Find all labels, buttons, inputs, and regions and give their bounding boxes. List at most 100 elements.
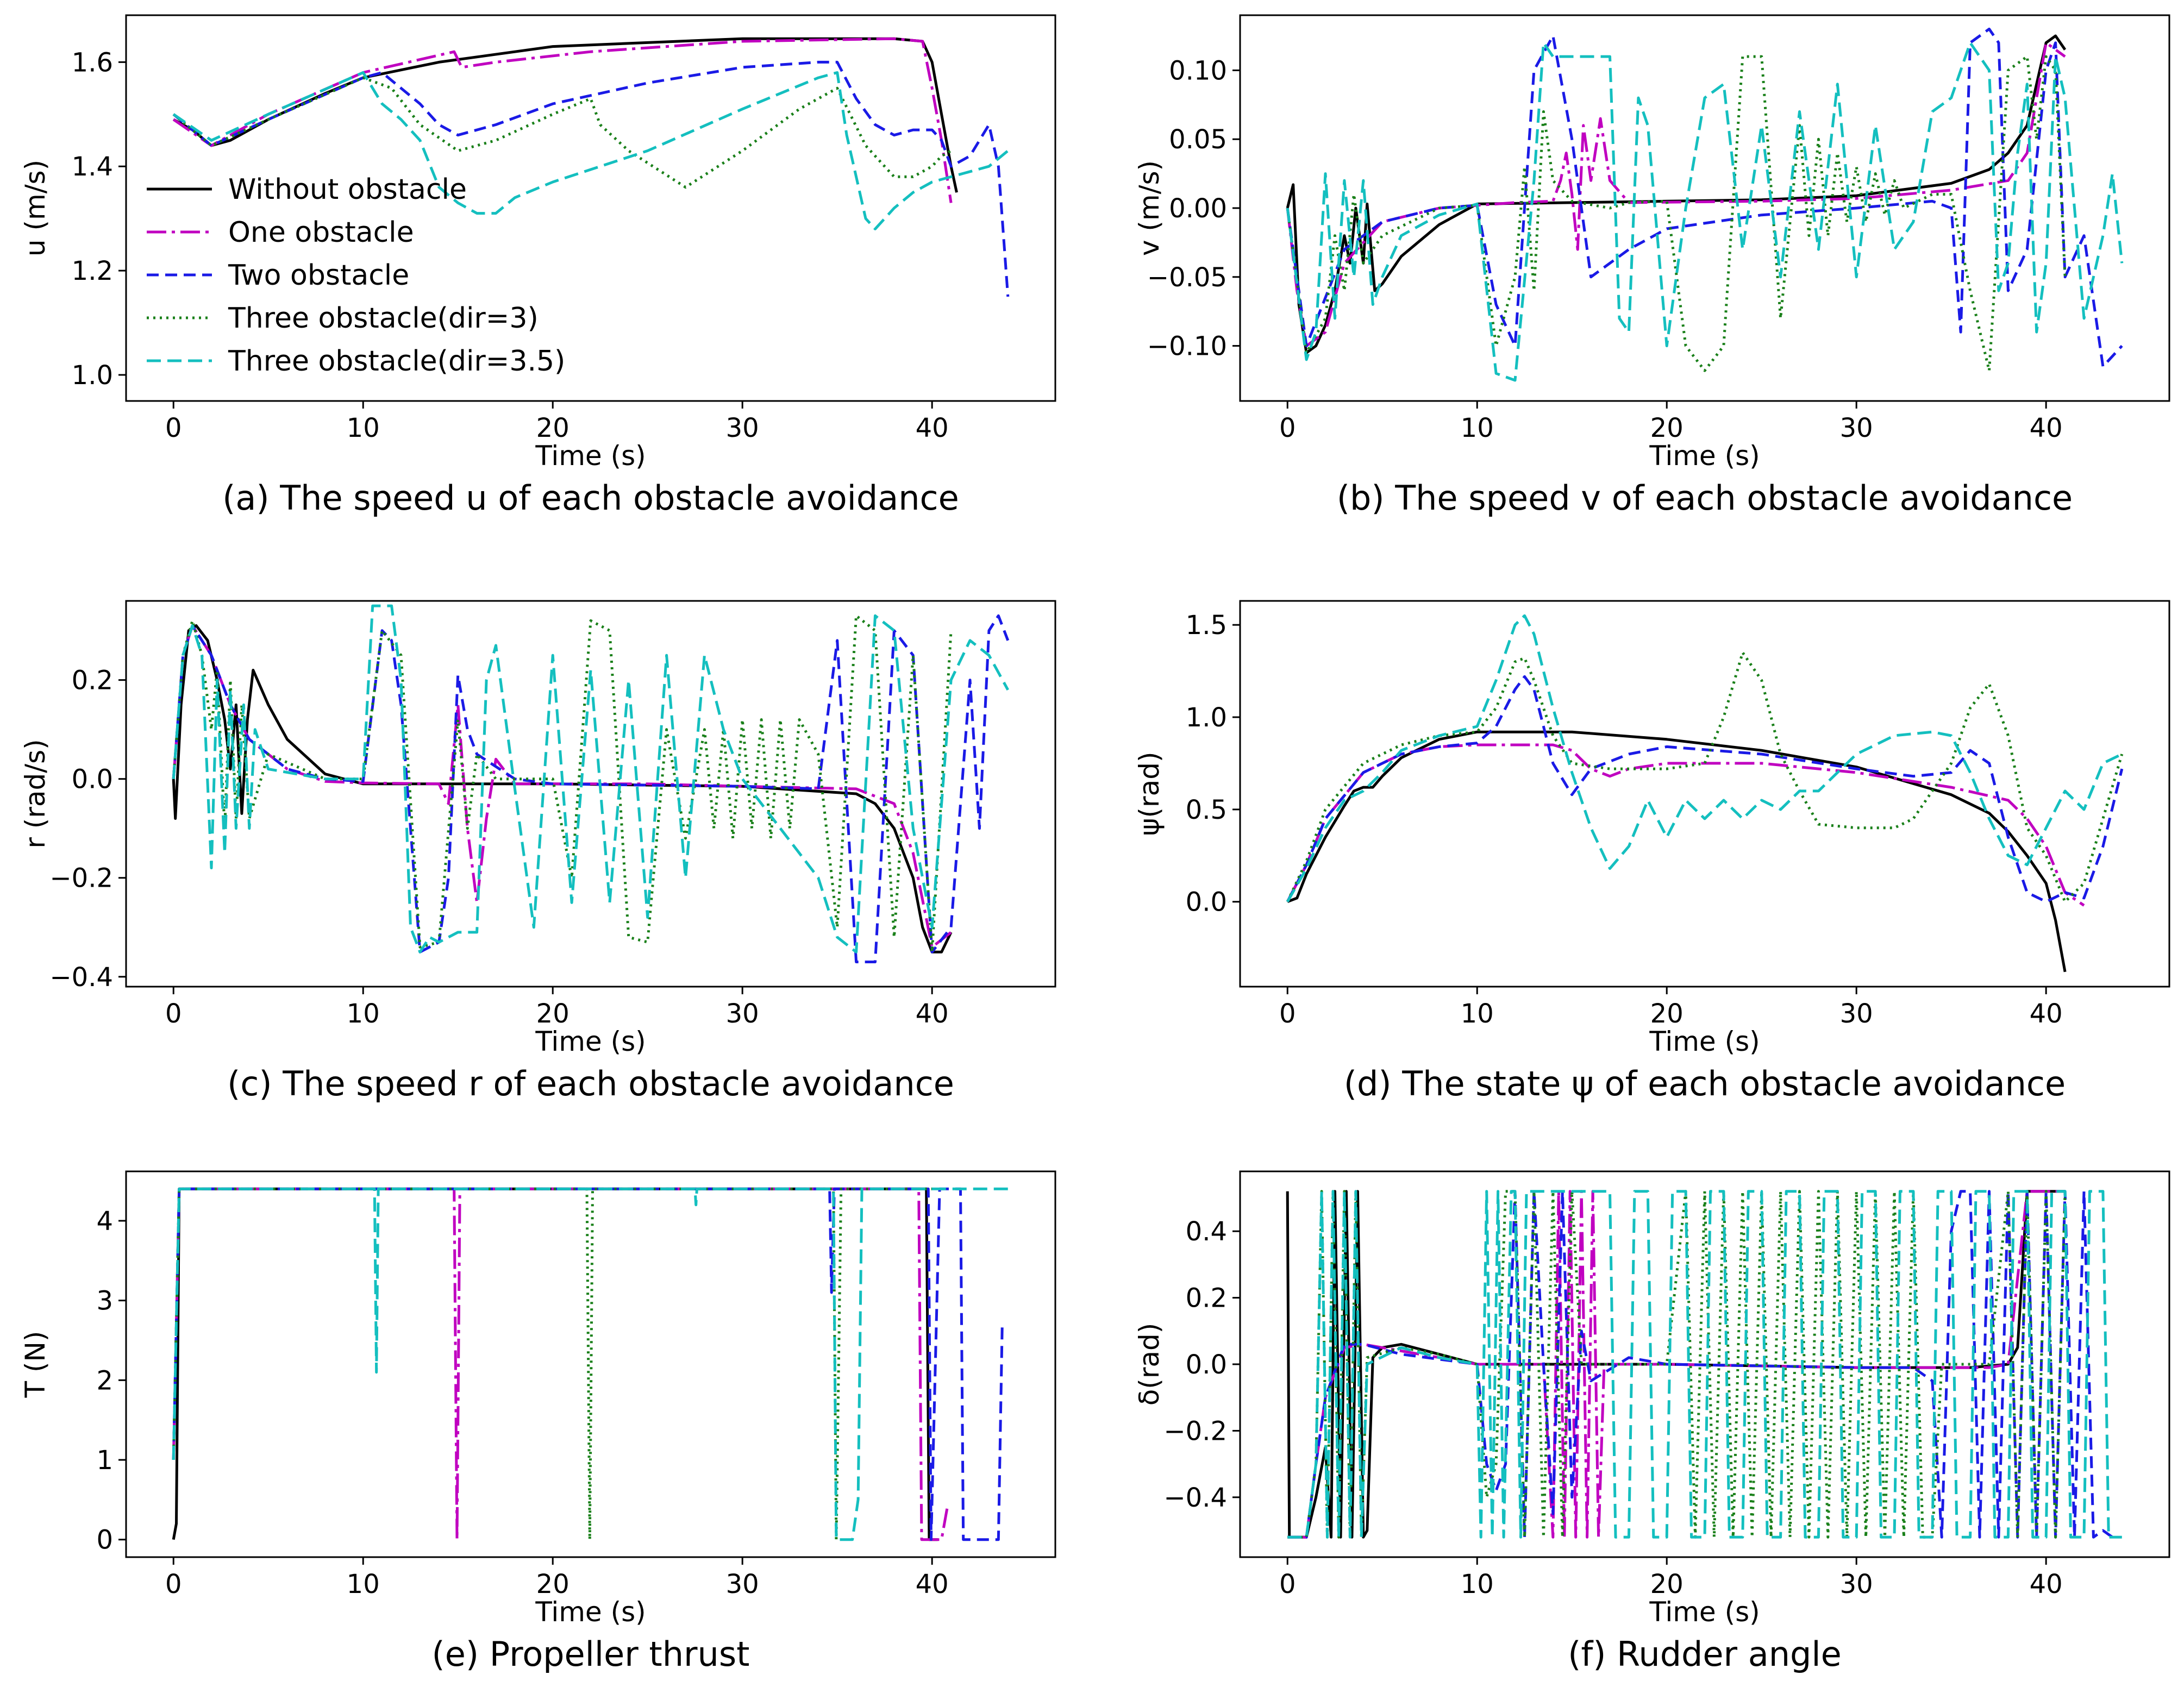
y-tick-label: 1 <box>96 1445 113 1476</box>
x-tick-label: 0 <box>165 999 182 1029</box>
series-line-three-obstacle-dir-3-5 <box>1287 1190 2122 1539</box>
y-tick-label: 0.5 <box>1186 795 1227 825</box>
x-tick-label: 20 <box>536 413 570 443</box>
y-axis-label: r (rad/s) <box>20 739 51 848</box>
y-tick-label: 1.5 <box>1186 610 1227 641</box>
y-tick-label: 0.2 <box>72 666 113 696</box>
y-tick-label: 0.0 <box>1186 887 1227 918</box>
subplot-caption: (c) The speed r of each obstacle avoidan… <box>227 1064 954 1103</box>
x-tick-label: 30 <box>726 413 759 443</box>
chart-b: 0 10 20 30 40 −0.10 −0.05 0.00 0.05 0.10 Time (s) v… <box>1134 14 2170 518</box>
subplot-caption: (e) Propeller thrust <box>432 1634 750 1674</box>
series-line-one-obstacle <box>1286 743 2085 907</box>
series-line-two-obstacle <box>1286 675 2124 904</box>
y-tick-label: 1.0 <box>72 360 113 391</box>
x-tick-label: 10 <box>347 413 380 443</box>
x-tick-label: 10 <box>347 1569 380 1600</box>
y-tick-label: −0.2 <box>1163 1416 1227 1446</box>
series-line-three-obstacle-dir-3 <box>172 1187 933 1541</box>
x-tick-label: 10 <box>1461 1569 1494 1600</box>
subplot-caption: (b) The speed v of each obstacle avoidan… <box>1337 478 2073 518</box>
x-tick-label: 30 <box>1840 1569 1873 1600</box>
series-line-without-obstacle <box>172 1187 938 1541</box>
x-tick-label: 40 <box>916 413 949 443</box>
series-line-three-obstacle-dir-3-5 <box>1286 614 2123 902</box>
x-tick-label: 0 <box>1279 1569 1296 1600</box>
legend-label: One obstacle <box>228 216 414 249</box>
y-tick-label: 0.4 <box>1186 1216 1227 1247</box>
x-tick-label: 40 <box>2030 1569 2063 1600</box>
y-tick-label: 0.2 <box>1186 1283 1227 1314</box>
y-tick-label: 1.4 <box>72 152 113 182</box>
x-tick-label: 40 <box>916 999 949 1029</box>
series-group <box>172 604 1010 963</box>
series-line-without-obstacle <box>1287 730 2067 973</box>
x-tick-label: 0 <box>165 1569 182 1600</box>
y-tick-label: 0.00 <box>1169 193 1227 224</box>
y-axis-label: v (m/s) <box>1134 160 1165 256</box>
series-group <box>1286 27 2124 382</box>
x-axis-label: Time (s) <box>535 1596 646 1628</box>
series-line-two-obstacle <box>172 60 1010 297</box>
series-group <box>1286 1190 2122 1539</box>
plot-frame <box>1239 600 2170 988</box>
x-tick-label: 30 <box>1840 999 1873 1029</box>
x-tick-label: 0 <box>1279 999 1296 1029</box>
series-line-three-obstacle-dir-3 <box>1287 1190 2067 1539</box>
legend-label: Without obstacle <box>228 173 467 206</box>
y-tick-label: −0.10 <box>1147 331 1227 362</box>
series-line-two-obstacle <box>1286 27 2123 368</box>
y-tick-label: −0.4 <box>1163 1483 1227 1513</box>
subplot-caption: (a) The speed u of each obstacle avoidan… <box>222 478 959 518</box>
x-tick-label: 0 <box>165 413 182 443</box>
y-tick-label: 0.05 <box>1169 124 1227 155</box>
y-tick-label: 0 <box>96 1525 113 1555</box>
series-line-three-obstacle-dir-3-5 <box>172 1187 1008 1541</box>
series-line-two-obstacle <box>172 614 1010 963</box>
chart-e: 0 10 20 30 40 0 1 2 3 4 Time (s) T (N) (e) Propeller… <box>20 1170 1056 1674</box>
series-group <box>172 37 1010 297</box>
y-tick-label: 4 <box>96 1206 113 1237</box>
x-tick-label: 40 <box>2030 413 2063 443</box>
series-group <box>1286 614 2124 973</box>
chart-a: 0 10 20 30 40 1.0 1.2 1.4 1.6 Time (s) u (m/s) (a) … <box>20 14 1056 518</box>
y-tick-label: −0.05 <box>1147 262 1227 293</box>
y-tick-label: 0.10 <box>1169 55 1227 86</box>
y-tick-label: −0.2 <box>49 863 113 894</box>
x-tick-label: 10 <box>347 999 380 1029</box>
x-axis-label: Time (s) <box>1649 440 1760 472</box>
series-line-three-obstacle-dir-3-5 <box>172 604 1009 954</box>
y-tick-label: 2 <box>96 1365 113 1396</box>
y-tick-label: 0.0 <box>72 764 113 795</box>
chart-c: 0 10 20 30 40 −0.4 −0.2 0.0 0.2 Time (s) r (rad/s)… <box>20 600 1056 1103</box>
x-tick-label: 30 <box>726 999 759 1029</box>
x-tick-label: 30 <box>1840 413 1873 443</box>
chart-f: 0 10 20 30 40 −0.4 −0.2 0.0 0.2 0.4 Time (s) δ(rad)… <box>1134 1170 2170 1674</box>
chart-d: 0 10 20 30 40 0.0 0.5 1.0 1.5 Time (s) ψ(rad) (d) T… <box>1134 600 2170 1103</box>
series-line-three-obstacle-dir-3 <box>172 614 953 954</box>
plot-frame <box>125 14 1056 402</box>
series-line-three-obstacle-dir-3 <box>1286 55 2067 372</box>
x-tick-label: 20 <box>536 999 570 1029</box>
y-axis-label: u (m/s) <box>20 160 51 256</box>
legend-label: Three obstacle(dir=3) <box>228 302 539 335</box>
legend: Without obstacle One obstacle Two obstacle… <box>147 173 565 378</box>
y-tick-label: 3 <box>96 1286 113 1316</box>
series-line-two-obstacle <box>1287 1190 2113 1539</box>
series-line-three-obstacle-dir-3-5 <box>1286 41 2124 382</box>
plot-frame <box>125 600 1056 988</box>
x-axis-label: Time (s) <box>1649 1596 1760 1628</box>
y-axis-label: T (N) <box>20 1331 51 1398</box>
series-line-one-obstacle <box>172 1187 949 1541</box>
series-line-three-obstacle-dir-3 <box>1286 651 2124 904</box>
series-line-without-obstacle <box>1286 34 2067 354</box>
y-tick-label: −0.4 <box>49 962 113 993</box>
y-tick-label: 0.0 <box>1186 1350 1227 1380</box>
series-group <box>172 1187 1008 1541</box>
series-line-one-obstacle <box>1286 41 2066 348</box>
x-tick-label: 30 <box>726 1569 759 1600</box>
x-axis-label: Time (s) <box>535 1026 646 1057</box>
y-tick-label: 1.6 <box>72 47 113 78</box>
subplot-caption: (f) Rudder angle <box>1568 1634 1842 1674</box>
subplot-caption: (d) The state ψ of each obstacle avoidan… <box>1344 1064 2066 1103</box>
